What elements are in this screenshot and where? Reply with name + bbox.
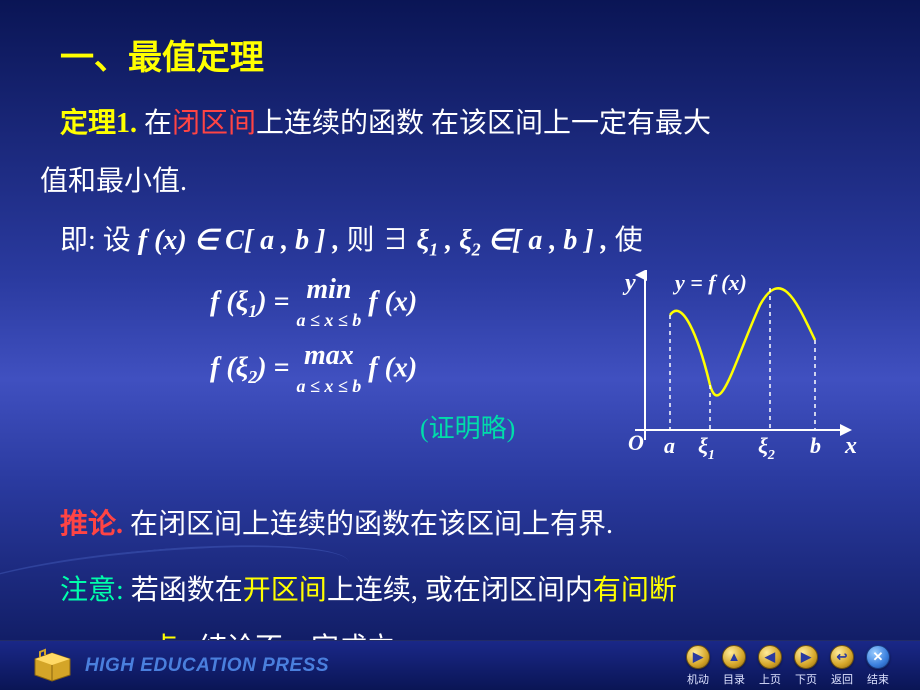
xi1-sym: ξ [416,225,429,256]
f1-mid: ) = [257,287,296,318]
xi1-sub: 1 [429,239,438,259]
theorem-label: 定理1. [60,108,137,139]
back-label: 返回 [831,671,853,687]
min-op: min [306,274,351,305]
b-label: b [810,433,821,458]
max-op: max [304,340,354,371]
next-label: 下页 [795,671,817,687]
then-text: 则 ∃ [346,225,416,256]
slide-content: 一、最值定理 定理1. 在闭区间上连续的函数 在该区间上一定有最大 值和最小值.… [0,0,920,640]
nav-end[interactable]: ✕ 结束 [866,645,890,687]
y-axis-label: y [622,270,636,296]
end-label: 结束 [867,671,889,687]
min-cond: a ≤ x ≤ b [297,310,362,330]
xi2-sym: ξ [459,225,472,256]
nav-prev[interactable]: ◀ 上页 [758,645,782,687]
func-label: y = f (x) [672,270,747,295]
in-ab: ∈[ a , b ] , [488,225,608,256]
auto-icon: ▶ [686,645,710,669]
min-stack: min a ≤ x ≤ b [297,276,362,332]
att-part2: 上连续, 或在闭区间内 [327,575,593,606]
a-label: a [664,433,675,458]
nav-toc[interactable]: ▲ 目录 [722,645,746,687]
curve [670,288,815,395]
f-in-cab: f (x) ∈ C[ a , b ] , [138,225,340,256]
back-icon: ↩ [830,645,854,669]
set-prefix: 即: 设 [60,225,138,256]
f1-lhs: f (ξ [210,287,248,318]
f1-sub: 1 [248,301,257,321]
f2-mid: ) = [257,353,296,384]
f2-lhs: f (ξ [210,353,248,384]
publisher-logo: HIGH EDUCATION PRESS [85,655,329,677]
origin-label: O [628,430,644,455]
max-stack: max a ≤ x ≤ b [297,342,362,398]
corollary-line: 推论. 在闭区间上连续的函数在该区间上有界. [40,500,880,550]
f2-sub: 2 [248,367,257,387]
max-cond: a ≤ x ≤ b [297,376,362,396]
prev-icon: ◀ [758,645,782,669]
xi1-label: ξ1 [698,433,715,463]
nav-next[interactable]: ▶ 下页 [794,645,818,687]
footer-bar: HIGH EDUCATION PRESS ▶ 机动 ▲ 目录 ◀ 上页 ▶ 下页 ↩ 返回… [0,640,920,690]
xi-comma: , [445,225,459,256]
xi2-sub: 2 [472,239,481,259]
corollary-label: 推论. [60,509,123,540]
x-axis-label: x [844,433,857,459]
theorem-line2: 值和最小值. [40,157,880,207]
toc-label: 目录 [723,671,745,687]
theorem-line1: 定理1. 在闭区间上连续的函数 在该区间上一定有最大 [40,99,880,149]
toc-icon: ▲ [722,645,746,669]
closed-interval-text: 闭区间 [172,108,256,139]
function-chart: y y = f (x) O a ξ1 ξ2 b x [620,270,870,470]
auto-label: 机动 [687,671,709,687]
theorem-part2: 上连续的函数 在该区间上一定有最大 [256,108,711,139]
xi2-label: ξ2 [758,433,775,463]
book-icon [30,647,75,685]
prev-label: 上页 [759,671,781,687]
f2-rhs: f (x) [368,353,417,384]
f1-rhs: f (x) [368,287,417,318]
use-text: 使 [615,225,643,256]
logo-area: HIGH EDUCATION PRESS [0,647,686,685]
section-title: 一、最值定理 [60,30,880,79]
nav-auto[interactable]: ▶ 机动 [686,645,710,687]
nav-buttons: ▶ 机动 ▲ 目录 ◀ 上页 ▶ 下页 ↩ 返回 ✕ 结束 [686,645,920,687]
end-icon: ✕ [866,645,890,669]
nav-back[interactable]: ↩ 返回 [830,645,854,687]
set-line: 即: 设 f (x) ∈ C[ a , b ] , 则 ∃ ξ1 , ξ2 ∈[… [40,216,880,266]
break-text: 有间断 [593,575,677,606]
theorem-part1: 在 [144,108,172,139]
corollary-text: 在闭区间上连续的函数在该区间上有界. [130,509,613,540]
chart-svg: y y = f (x) O a ξ1 ξ2 b x [620,270,870,470]
next-icon: ▶ [794,645,818,669]
